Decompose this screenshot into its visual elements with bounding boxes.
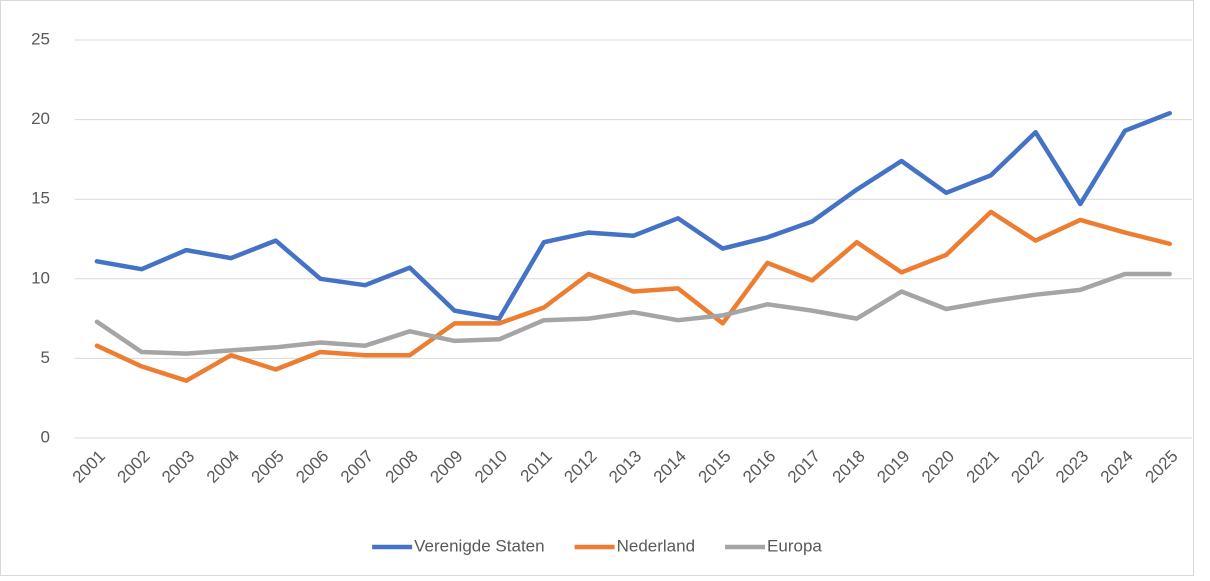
legend: Verenigde Staten Nederland Europa: [372, 536, 822, 555]
legend-label: Verenigde Staten: [414, 536, 544, 555]
line-series: [94, 110, 1172, 321]
chart-border: [0, 0, 1194, 576]
line-series: [94, 271, 1172, 356]
y-tick-label: 5: [41, 348, 50, 367]
y-tick-label: 0: [41, 427, 50, 446]
legend-label: Europa: [767, 536, 822, 555]
legend-label: Nederland: [617, 536, 695, 555]
line-series: [94, 209, 1172, 383]
y-tick-label: 20: [31, 109, 50, 128]
y-tick-label: 10: [31, 268, 50, 287]
y-tick-label: 25: [31, 29, 50, 48]
y-tick-label: 15: [31, 189, 50, 208]
